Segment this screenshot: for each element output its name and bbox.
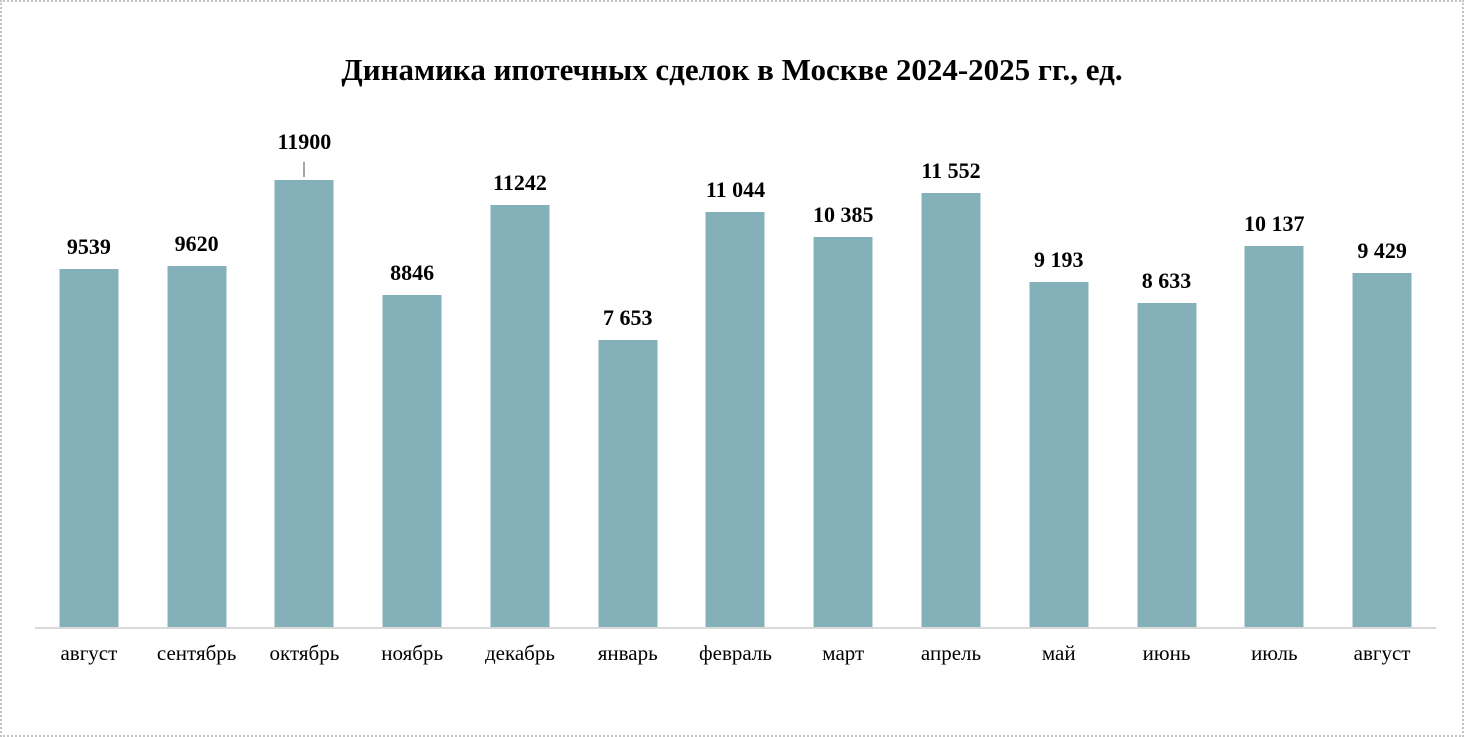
- bar-column: 8 633: [1113, 167, 1221, 627]
- bar-column: 10 385: [789, 167, 897, 627]
- bar-value-label: 9620: [174, 231, 219, 256]
- x-axis-label: август: [1353, 641, 1411, 665]
- x-axis-label: март: [822, 641, 865, 665]
- bar: [59, 269, 119, 627]
- x-axis-label: февраль: [699, 641, 772, 665]
- bar-column: 11 044: [682, 167, 790, 627]
- bar-value-label: 9539: [66, 234, 111, 259]
- x-axis-label: ноябрь: [381, 641, 444, 665]
- bar-value-label: 10 137: [1244, 211, 1305, 236]
- bar: [598, 340, 658, 627]
- x-axis-label: июнь: [1142, 641, 1191, 665]
- bar-value-label: 11 044: [705, 177, 766, 202]
- x-axis-label: август: [60, 641, 118, 665]
- bar-value-label: 8 633: [1141, 268, 1192, 293]
- bar: [490, 205, 550, 627]
- bar-column: 9 429: [1328, 167, 1436, 627]
- bar: [274, 180, 334, 627]
- bar: [921, 193, 981, 627]
- bar: [705, 212, 765, 627]
- bar: [382, 295, 442, 627]
- bar-column: 8846: [358, 167, 466, 627]
- bar-column: 11242: [466, 167, 574, 627]
- bar: [1029, 282, 1089, 627]
- bar-column: 7 653: [574, 167, 682, 627]
- bar: [1244, 246, 1304, 627]
- bar-value-label: 11 552: [921, 158, 981, 183]
- label-leader-line: [303, 162, 306, 177]
- bar-column: 11 552: [897, 159, 1005, 627]
- x-axis-label: сентябрь: [156, 641, 237, 665]
- bar-value-label: 11900: [277, 129, 332, 154]
- bar-value-label: 9 429: [1357, 238, 1407, 263]
- bar-column: 9539: [35, 167, 143, 627]
- bar: [1352, 273, 1412, 627]
- x-axis-label: январь: [597, 641, 658, 665]
- bar-value-label: 8846: [390, 260, 435, 285]
- bar-column: 10 137: [1220, 167, 1328, 627]
- bar: [167, 266, 227, 627]
- bar-column: 11900: [251, 130, 359, 627]
- x-axis-line: [35, 627, 1436, 629]
- x-axis-label: декабрь: [484, 641, 555, 665]
- bar-value-label: 9 193: [1034, 247, 1084, 272]
- bar-value-label: 11242: [493, 170, 547, 195]
- bar-value-label: 7 653: [602, 305, 653, 330]
- x-axis-label: октябрь: [269, 641, 340, 665]
- bar-value-label: 10 385: [812, 202, 874, 227]
- bar-column: 9620: [143, 167, 251, 627]
- x-axis-labels: август сентябрь октябрь ноябрь декабрь январь…: [35, 641, 1436, 666]
- x-axis-label: апрель: [920, 641, 982, 665]
- bar-column: 9 193: [1005, 167, 1113, 627]
- bar: [1137, 303, 1197, 627]
- x-axis-label: июль: [1251, 641, 1298, 665]
- bar: [813, 237, 873, 627]
- x-axis-label: май: [1041, 641, 1076, 665]
- plot-area: 9539 9620 11900 8846 11242 7 653 11 044 …: [35, 130, 1436, 627]
- chart-title: Динамика ипотечных сделок в Москве 2024-…: [341, 52, 1123, 87]
